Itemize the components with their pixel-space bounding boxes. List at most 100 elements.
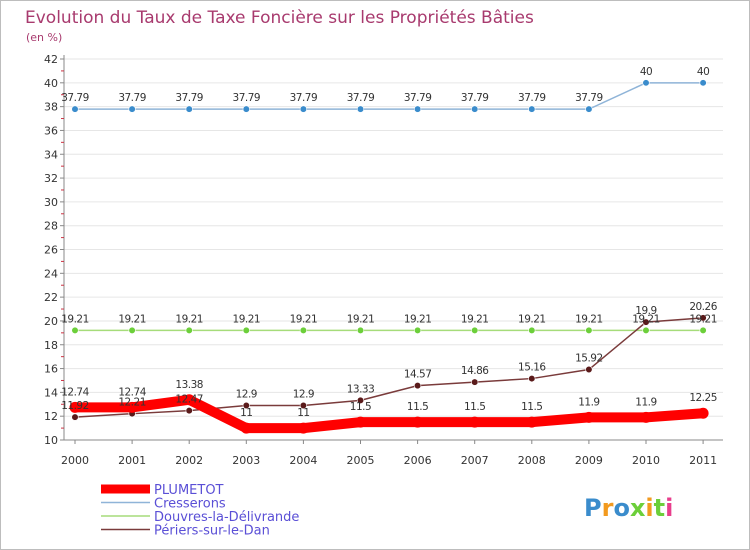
point-plumetot-2005 [355,416,366,428]
series-group [69,79,709,434]
point-cresserons-2006 [414,105,422,113]
y-tick-label-18: 18 [44,339,58,352]
data-label-douvres-la-d-livrande-2009: 19.21 [575,313,603,325]
point-cresserons-2009 [585,105,593,113]
legend: PLUMETOTCresseronsDouvres-la-DélivrandeP… [101,483,299,539]
legend-label-plumetot: PLUMETOT [154,483,224,498]
point-plumetot-2008 [526,416,538,428]
point-p-riers-sur-le-dan-2006 [414,381,422,390]
logo-letter: i [665,494,673,522]
data-label-douvres-la-d-livrande-2008: 19.21 [518,313,546,325]
x-tick-label-2007: 2007 [461,454,489,467]
x-tick-label-2004: 2004 [289,454,317,467]
y-tick-label-40: 40 [44,77,58,90]
data-labels: 12.74 12.74 13.38 11 11 11.5 11.5 11.5 11.5 11.9 1… [61,66,718,419]
axes [63,55,723,441]
y-tick-label-14: 14 [44,386,58,399]
data-label-cresserons-2004: 37.79 [290,92,318,104]
logo-letter: x [630,494,646,522]
data-label-p-riers-sur-le-dan-2002: 12.47 [175,394,203,406]
data-label-p-riers-sur-le-dan-2000: 11.92 [61,400,89,412]
series-line-cresserons [75,82,704,110]
data-label-plumetot-2005: 11.5 [350,401,371,413]
data-label-douvres-la-d-livrande-2011: 19.21 [689,313,717,325]
legend-label-p-riers-sur-le-dan: Périers-sur-le-Dan [154,524,270,539]
x-tick-label-2011: 2011 [689,454,717,467]
proxiti-logo: Proxiti [584,494,673,522]
point-p-riers-sur-le-dan-2004 [299,401,308,410]
point-douvres-la-d-livrande-2008 [528,326,536,334]
data-label-p-riers-sur-le-dan-2006: 14.57 [404,369,432,381]
data-label-p-riers-sur-le-dan-2005: 13.33 [347,383,375,395]
data-label-cresserons-2000: 37.79 [61,92,89,104]
x-tick-label-2010: 2010 [632,454,660,467]
point-douvres-la-d-livrande-2000 [71,326,79,334]
chart-unit-label: (en %) [26,31,62,44]
point-cresserons-2007 [471,105,479,113]
y-tick-label-30: 30 [44,196,58,209]
point-plumetot-2001 [126,401,138,413]
y-tick-label-24: 24 [44,267,58,280]
logo-letter: o [613,494,630,522]
point-p-riers-sur-le-dan-2003 [242,401,250,410]
y-tick-label-12: 12 [44,410,58,423]
point-plumetot-2010 [640,411,652,423]
data-label-douvres-la-d-livrande-2005: 19.21 [347,313,375,325]
point-douvres-la-d-livrande-2010 [642,326,650,334]
x-tick-label-2008: 2008 [518,454,546,467]
point-plumetot-2002 [183,394,195,406]
data-label-cresserons-2005: 37.79 [347,92,375,104]
logo-letter: P [584,494,602,522]
point-cresserons-2001 [128,105,136,113]
x-tick-label-2006: 2006 [404,454,432,467]
data-label-p-riers-sur-le-dan-2008: 15.16 [518,362,546,374]
y-axis-ticks: 10 12 14 16 18 20 22 24 26 28 30 32 34 36 38 40 42 [44,53,64,447]
point-p-riers-sur-le-dan-2009 [585,365,593,374]
point-cresserons-2000 [71,105,79,113]
data-label-cresserons-2007: 37.79 [461,92,489,104]
point-douvres-la-d-livrande-2003 [242,326,250,334]
x-tick-label-2005: 2005 [347,454,375,467]
x-tick-label-2001: 2001 [118,454,146,467]
data-label-cresserons-2008: 37.79 [518,92,546,104]
point-douvres-la-d-livrande-2007 [471,326,479,334]
point-p-riers-sur-le-dan-2005 [356,396,365,404]
y-tick-label-10: 10 [44,434,58,447]
data-label-plumetot-2003: 11 [240,407,252,419]
data-label-cresserons-2011: 40 [697,66,709,78]
point-douvres-la-d-livrande-2004 [299,326,308,334]
data-label-plumetot-2002: 13.38 [175,379,203,391]
data-label-cresserons-2001: 37.79 [118,92,146,104]
point-douvres-la-d-livrande-2001 [128,326,136,334]
data-label-plumetot-2010: 11.9 [635,396,656,408]
data-label-p-riers-sur-le-dan-2004: 12.9 [293,388,314,400]
point-p-riers-sur-le-dan-2008 [528,374,536,383]
data-label-p-riers-sur-le-dan-2011: 20.26 [689,301,717,313]
point-douvres-la-d-livrande-2011 [699,326,707,334]
point-cresserons-2010 [642,79,650,87]
data-label-cresserons-2003: 37.79 [233,92,261,104]
x-tick-label-2002: 2002 [175,454,203,467]
data-label-plumetot-2009: 11.9 [578,396,599,408]
data-label-plumetot-2007: 11.5 [464,401,485,413]
point-douvres-la-d-livrande-2006 [414,326,422,334]
data-label-p-riers-sur-le-dan-2001: 12.21 [118,397,146,409]
data-label-douvres-la-d-livrande-2010: 19.21 [632,313,660,325]
point-cresserons-2008 [528,105,536,113]
logo-letter: r [602,494,614,522]
y-tick-label-36: 36 [44,124,58,137]
legend-label-douvres-la-d-livrande: Douvres-la-Délivrande [154,510,299,525]
data-label-p-riers-sur-le-dan-2007: 14.86 [461,365,489,377]
data-label-p-riers-sur-le-dan-2010: 19.9 [635,305,656,317]
data-label-douvres-la-d-livrande-2001: 19.21 [118,313,146,325]
y-tick-label-22: 22 [44,291,58,304]
point-cresserons-2011 [699,79,707,87]
data-label-plumetot-2006: 11.5 [407,401,428,413]
point-p-riers-sur-le-dan-2002 [185,406,193,415]
y-tick-label-38: 38 [44,101,58,114]
data-label-cresserons-2006: 37.79 [404,92,432,104]
point-plumetot-2004 [297,422,309,434]
x-tick-label-2003: 2003 [232,454,260,467]
y-tick-label-20: 20 [44,315,58,328]
